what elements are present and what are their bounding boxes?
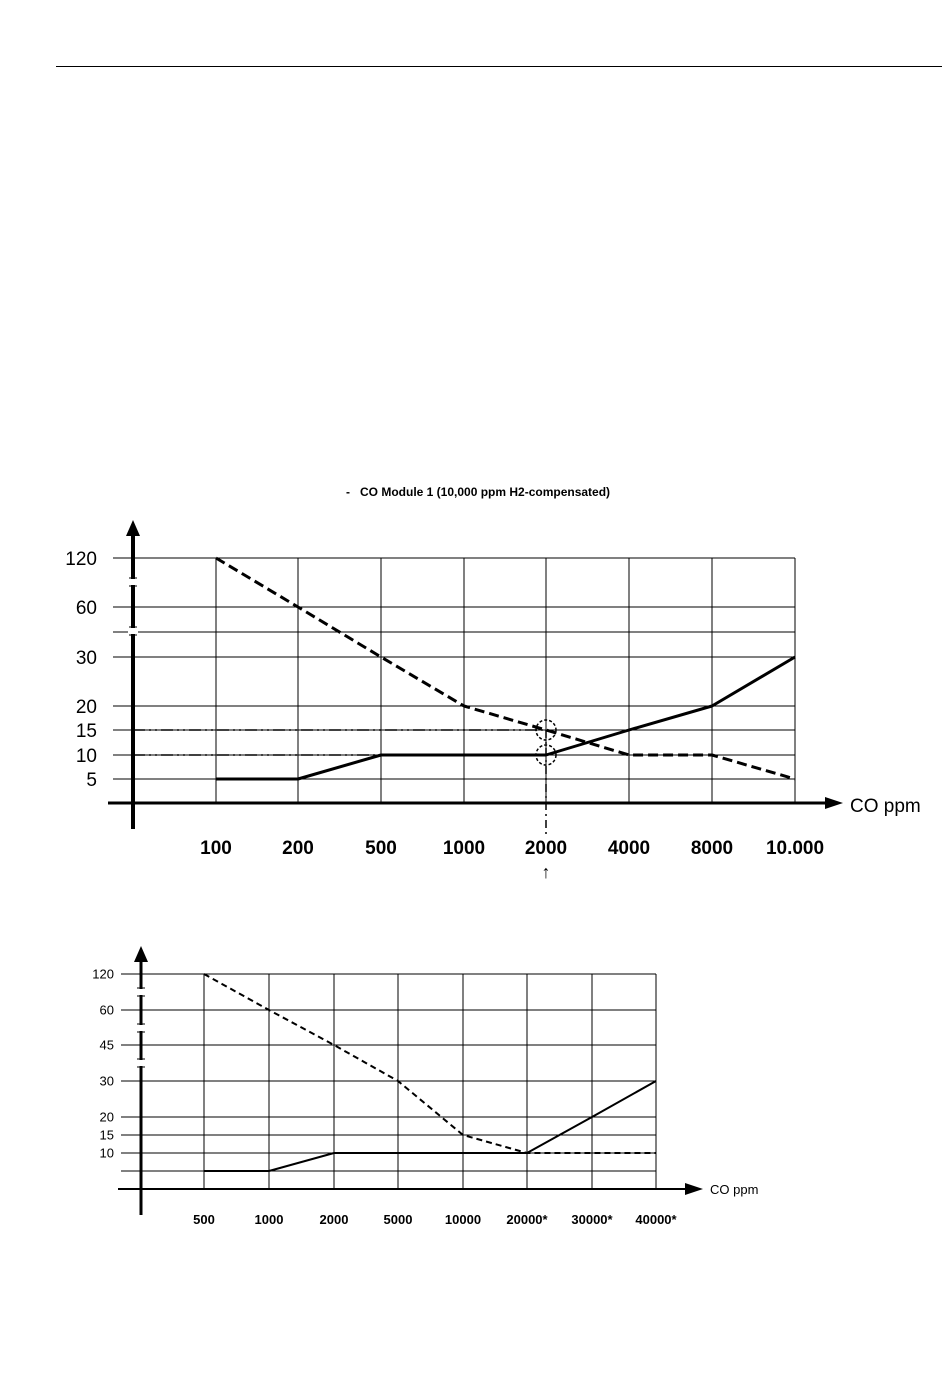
- chart1-x-tick-label: 4000: [608, 838, 650, 859]
- chart1-marker-circle: [535, 719, 557, 741]
- chart2-x-tick-label: 10000: [445, 1212, 481, 1227]
- chart2-y-tick-label: 10: [100, 1146, 114, 1161]
- chart1-x-tick-label: 500: [365, 838, 397, 859]
- chart1-x-tick-label: 200: [282, 838, 314, 859]
- chart2-x-axis-arrowhead: [685, 1183, 703, 1195]
- chart1-y-tick-label: 5: [86, 770, 97, 791]
- chart1-y-tick-label: 20: [76, 697, 97, 718]
- chart1-y-axis-arrowhead: [126, 520, 140, 536]
- chart1-marker-arrow: ↑: [542, 862, 551, 882]
- chart2-x-tick-label: 20000*: [506, 1212, 548, 1227]
- chart1-y-tick-label: 60: [76, 598, 97, 619]
- chart2-axis-break-gap: [136, 989, 146, 995]
- chart1-x-tick-label: 2000: [525, 838, 567, 859]
- chart2-series-solid-line: [204, 1080, 657, 1172]
- chart1-y-tick-label: 120: [65, 549, 97, 570]
- header-rule: [56, 66, 942, 67]
- chart2-y-tick-label: 60: [100, 1003, 114, 1018]
- chart1-y-tick-label: 30: [76, 648, 97, 669]
- chart1-x-axis-title: CO ppm: [850, 796, 921, 817]
- chart1-x-tick-label: 8000: [691, 838, 733, 859]
- chart2-series-dashed-line: [203, 973, 656, 1154]
- chart1-x-tick-label: 10.000: [766, 838, 824, 859]
- chart2-y-axis-arrowhead: [134, 946, 148, 962]
- chart2-x-tick-label: 2000: [320, 1212, 349, 1227]
- chart1-y-tick-label: 15: [76, 721, 97, 742]
- chart1-y-tick-label: 10: [76, 746, 97, 767]
- chart2-y-tick-label: 20: [100, 1110, 114, 1125]
- chart2-axis-break-gap: [136, 1060, 146, 1066]
- chart2-y-tick-label: 30: [100, 1074, 114, 1089]
- chart1-axis-break-gap: [128, 628, 138, 634]
- chart2-y-tick-label: 45: [100, 1038, 114, 1053]
- chart1-axis-break-gap: [128, 579, 138, 585]
- chart1-x-tick-label: 100: [200, 838, 232, 859]
- chart1-x-axis-arrowhead: [825, 797, 843, 809]
- chart2-x-tick-label: 500: [193, 1212, 215, 1227]
- chart2-y-tick-label: 15: [100, 1128, 114, 1143]
- chart2-x-tick-label: 5000: [384, 1212, 413, 1227]
- chart1-series-dashed-line: [215, 556, 796, 781]
- chart2-y-tick-label: 120: [92, 967, 114, 982]
- chart2-x-tick-label: 40000*: [635, 1212, 677, 1227]
- chart2-x-tick-label: 30000*: [571, 1212, 613, 1227]
- chart1-series-solid-line: [216, 655, 796, 781]
- chart1-x-tick-label: 1000: [443, 838, 485, 859]
- chart2-axis-break-gap: [136, 1025, 146, 1031]
- chart2-x-tick-label: 1000: [255, 1212, 284, 1227]
- chart-title: - CO Module 1 (10,000 ppm H2-compensated…: [346, 485, 611, 499]
- chart2-x-axis-title: CO ppm: [710, 1182, 758, 1197]
